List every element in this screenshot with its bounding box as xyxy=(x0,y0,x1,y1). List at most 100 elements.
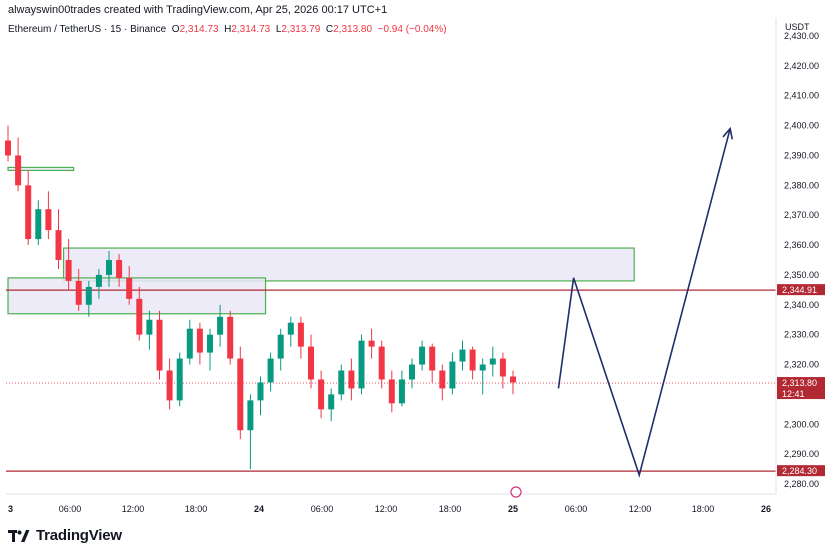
close-value: 2,313.80 xyxy=(333,24,373,35)
time-tick-label: 3 xyxy=(8,504,13,514)
chart-credit: alwayswin00trades created with TradingVi… xyxy=(8,4,388,16)
candle-body-49 xyxy=(499,358,506,377)
price-tick-label: 2,430.00 xyxy=(784,31,819,41)
candle-body-0 xyxy=(5,140,11,156)
candle-body-8 xyxy=(85,286,92,305)
price-tag-text-0: 2,344.91 xyxy=(782,285,817,295)
candle-body-17 xyxy=(176,358,183,401)
price-tick-label: 2,420.00 xyxy=(784,61,819,71)
candle-body-44 xyxy=(449,361,456,389)
price-tick-label: 2,280.00 xyxy=(784,479,819,489)
candle-body-50 xyxy=(510,376,516,383)
candle-body-21 xyxy=(217,316,224,335)
change-value: −0.94 (−0.04%) xyxy=(377,24,447,35)
price-tick-label: 2,300.00 xyxy=(784,419,819,429)
price-tick-label: 2,350.00 xyxy=(784,270,819,280)
price-tag-bg-0 xyxy=(777,284,825,296)
candle-body-31 xyxy=(318,379,325,410)
candle-body-41 xyxy=(419,346,426,365)
time-tick-label: 26 xyxy=(761,504,771,514)
projection-arrowhead xyxy=(722,126,734,140)
candle-body-14 xyxy=(146,319,153,335)
price-tick-label: 2,360.00 xyxy=(784,240,819,250)
candle-body-2 xyxy=(25,185,32,240)
candle-body-9 xyxy=(95,274,102,287)
supply-zone-0 xyxy=(7,166,75,171)
candle-body-38 xyxy=(388,379,395,404)
low-value: 2,313.79 xyxy=(281,24,321,35)
time-tick-label: 18:00 xyxy=(439,504,462,514)
event-marker-icon xyxy=(510,486,522,498)
price-tick-label: 2,380.00 xyxy=(784,180,819,190)
candle-body-42 xyxy=(429,346,436,371)
tradingview-wordmark: TradingView xyxy=(36,527,122,544)
candle-body-32 xyxy=(328,394,335,410)
candle-body-4 xyxy=(45,209,52,231)
high-label: H xyxy=(224,24,232,35)
price-tick-label: 2,340.00 xyxy=(784,300,819,310)
open-label: O xyxy=(171,24,180,35)
candle-body-13 xyxy=(136,298,143,335)
candle-body-6 xyxy=(65,260,72,281)
candle-body-29 xyxy=(297,322,304,347)
time-tick-label: 12:00 xyxy=(375,504,398,514)
price-tag-text-1: 2,313.80 xyxy=(782,378,817,388)
time-tick-label: 06:00 xyxy=(311,504,334,514)
time-tick-label: 18:00 xyxy=(692,504,715,514)
open-value: 2,314.73 xyxy=(179,24,219,35)
projection-path xyxy=(557,128,731,478)
candle-body-37 xyxy=(378,346,385,380)
candle-body-39 xyxy=(398,379,405,404)
tradingview-logo-icon xyxy=(8,529,30,542)
candle-body-15 xyxy=(156,319,163,371)
candle-body-30 xyxy=(308,346,314,380)
candle-body-3 xyxy=(35,209,42,240)
candle-body-22 xyxy=(227,316,234,359)
price-tick-label: 2,320.00 xyxy=(784,360,819,370)
candle-body-25 xyxy=(257,382,264,401)
symbol-header: Ethereum / TetherUS · 15 · Binance O2,31… xyxy=(8,24,447,35)
candle-body-12 xyxy=(126,277,133,299)
candle-body-11 xyxy=(116,260,123,278)
low-label: L xyxy=(275,24,282,35)
time-tick-label: 06:00 xyxy=(565,504,588,514)
candle-body-48 xyxy=(489,358,496,365)
candle-body-23 xyxy=(237,358,244,431)
price-chart[interactable]: USDT2,280.002,290.002,300.002,310.002,32… xyxy=(0,18,829,518)
price-tick-label: 2,400.00 xyxy=(784,121,819,131)
candle-body-28 xyxy=(287,322,294,335)
candle-body-34 xyxy=(348,370,355,389)
price-tick-label: 2,290.00 xyxy=(784,449,819,459)
candle-body-43 xyxy=(439,370,446,389)
candle-body-1 xyxy=(15,155,22,186)
candle-body-36 xyxy=(368,340,375,347)
price-tag-bg-1 xyxy=(777,377,825,400)
candle-body-19 xyxy=(196,328,203,353)
price-tag-sub-1: 12:41 xyxy=(782,389,805,399)
candle-body-20 xyxy=(207,334,213,353)
price-tick-label: 2,390.00 xyxy=(784,150,819,160)
price-tag-bg-2 xyxy=(777,465,825,477)
time-tick-label: 25 xyxy=(508,504,518,514)
time-tick-label: 06:00 xyxy=(59,504,82,514)
candle-body-18 xyxy=(186,328,193,359)
candle-body-26 xyxy=(267,358,274,383)
supply-zone-1 xyxy=(62,247,635,282)
price-tag-text-2: 2,284.30 xyxy=(782,466,817,476)
time-tick-label: 12:00 xyxy=(122,504,145,514)
tradingview-branding: TradingView xyxy=(8,527,122,544)
candle-body-47 xyxy=(479,364,486,371)
close-label: C xyxy=(325,24,334,35)
candle-body-45 xyxy=(459,349,466,362)
candle-body-40 xyxy=(409,364,415,380)
candle-body-27 xyxy=(277,334,284,359)
candle-body-24 xyxy=(247,400,254,431)
candle-body-46 xyxy=(469,349,476,371)
candle-body-7 xyxy=(75,280,82,305)
candle-body-16 xyxy=(166,370,173,401)
price-tick-label: 2,370.00 xyxy=(784,210,819,220)
candle-body-10 xyxy=(106,260,112,275)
candle-body-33 xyxy=(338,370,345,395)
time-tick-label: 12:00 xyxy=(629,504,652,514)
price-tick-label: 2,330.00 xyxy=(784,330,819,340)
